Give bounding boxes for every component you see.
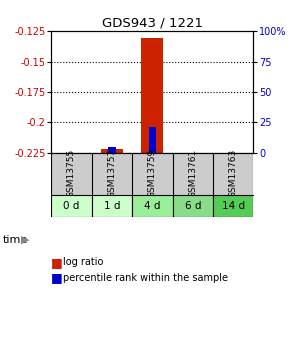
Text: GSM13761: GSM13761 xyxy=(188,149,197,198)
Bar xyxy=(149,127,156,153)
Text: percentile rank within the sample: percentile rank within the sample xyxy=(63,273,228,283)
Text: log ratio: log ratio xyxy=(63,257,103,267)
Text: GSM13755: GSM13755 xyxy=(67,149,76,198)
Text: ▶: ▶ xyxy=(21,235,29,245)
Text: time: time xyxy=(3,235,28,245)
Text: 1 d: 1 d xyxy=(104,201,120,211)
Text: ■: ■ xyxy=(51,271,63,284)
Text: 4 d: 4 d xyxy=(144,201,161,211)
Text: 6 d: 6 d xyxy=(185,201,201,211)
Bar xyxy=(132,195,173,217)
Text: GSM13759: GSM13759 xyxy=(148,149,157,198)
Bar xyxy=(213,195,253,217)
Text: 0 d: 0 d xyxy=(63,201,80,211)
Bar xyxy=(108,147,115,153)
Text: GSM13757: GSM13757 xyxy=(108,149,116,198)
Bar xyxy=(101,149,123,153)
Title: GDS943 / 1221: GDS943 / 1221 xyxy=(102,17,203,30)
Text: GSM13763: GSM13763 xyxy=(229,149,238,198)
Text: 14 d: 14 d xyxy=(222,201,245,211)
Text: ■: ■ xyxy=(51,256,63,269)
Bar xyxy=(92,195,132,217)
Bar xyxy=(51,195,92,217)
Bar xyxy=(173,195,213,217)
Bar xyxy=(141,38,163,153)
